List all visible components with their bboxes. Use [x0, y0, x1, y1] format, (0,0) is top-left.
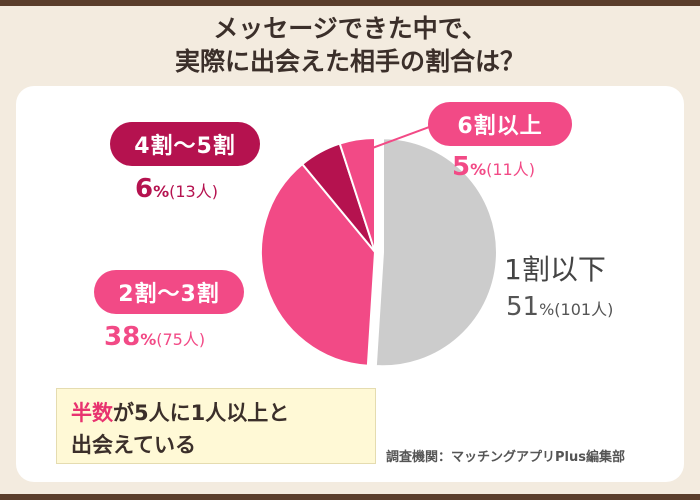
pie-slice-s4	[338, 136, 376, 253]
slice-label-s1: 1割以下	[504, 253, 606, 286]
summary-note: 半数が5人に1人以上と 出会えている	[56, 388, 376, 464]
percent-s1: 51%(101人)	[506, 292, 613, 322]
chart-title: メッセージできた中で、 実際に出会えた相手の割合は？	[0, 12, 700, 78]
pie-slice-s2	[260, 162, 377, 367]
percent-value-s2: 38	[104, 322, 141, 352]
pie-slice-s1	[374, 137, 498, 368]
leader-line-s4	[366, 125, 433, 151]
count-s3: (13人)	[169, 182, 218, 201]
percent-value-s3: 6	[135, 174, 154, 204]
count-s4: (11人)	[486, 160, 535, 179]
slice-label-s2: 2割〜3割	[118, 282, 220, 307]
percent-s3: 6%(13人)	[135, 174, 218, 204]
header-bar	[0, 0, 700, 6]
note-highlight: 半数	[71, 401, 113, 425]
percent-unit-s1: %	[539, 300, 555, 319]
percent-unit-s2: %	[140, 330, 157, 349]
title-line-2: 実際に出会えた相手の割合は？	[174, 47, 525, 76]
slice-label-s4: 6割以上	[457, 114, 543, 139]
note-line-2: 出会えている	[71, 433, 196, 457]
label-badge-s2: 2割〜3割	[94, 270, 244, 314]
percent-s2: 38%(75人)	[104, 322, 205, 352]
count-s1: (101人)	[554, 300, 614, 319]
label-badge-s3: 4割〜5割	[110, 122, 260, 166]
percent-value-s1: 51	[506, 292, 540, 322]
note-line-1: 半数が5人に1人以上と	[71, 397, 289, 427]
label-badge-s4: 6割以上	[428, 102, 572, 146]
title-line-1: メッセージできた中で、	[213, 14, 487, 43]
percent-s4: 5%(11人)	[452, 152, 535, 182]
slice-label-s3: 4割〜5割	[134, 134, 236, 159]
percent-unit-s3: %	[153, 182, 170, 201]
percent-value-s4: 5	[452, 152, 471, 182]
note-line-1-rest: が5人に1人以上と	[113, 401, 290, 425]
source-credit: 調査機関：マッチングアプリPlus編集部	[386, 450, 625, 465]
percent-unit-s4: %	[470, 160, 487, 179]
count-s2: (75人)	[156, 330, 206, 349]
footer-bar	[0, 494, 700, 500]
